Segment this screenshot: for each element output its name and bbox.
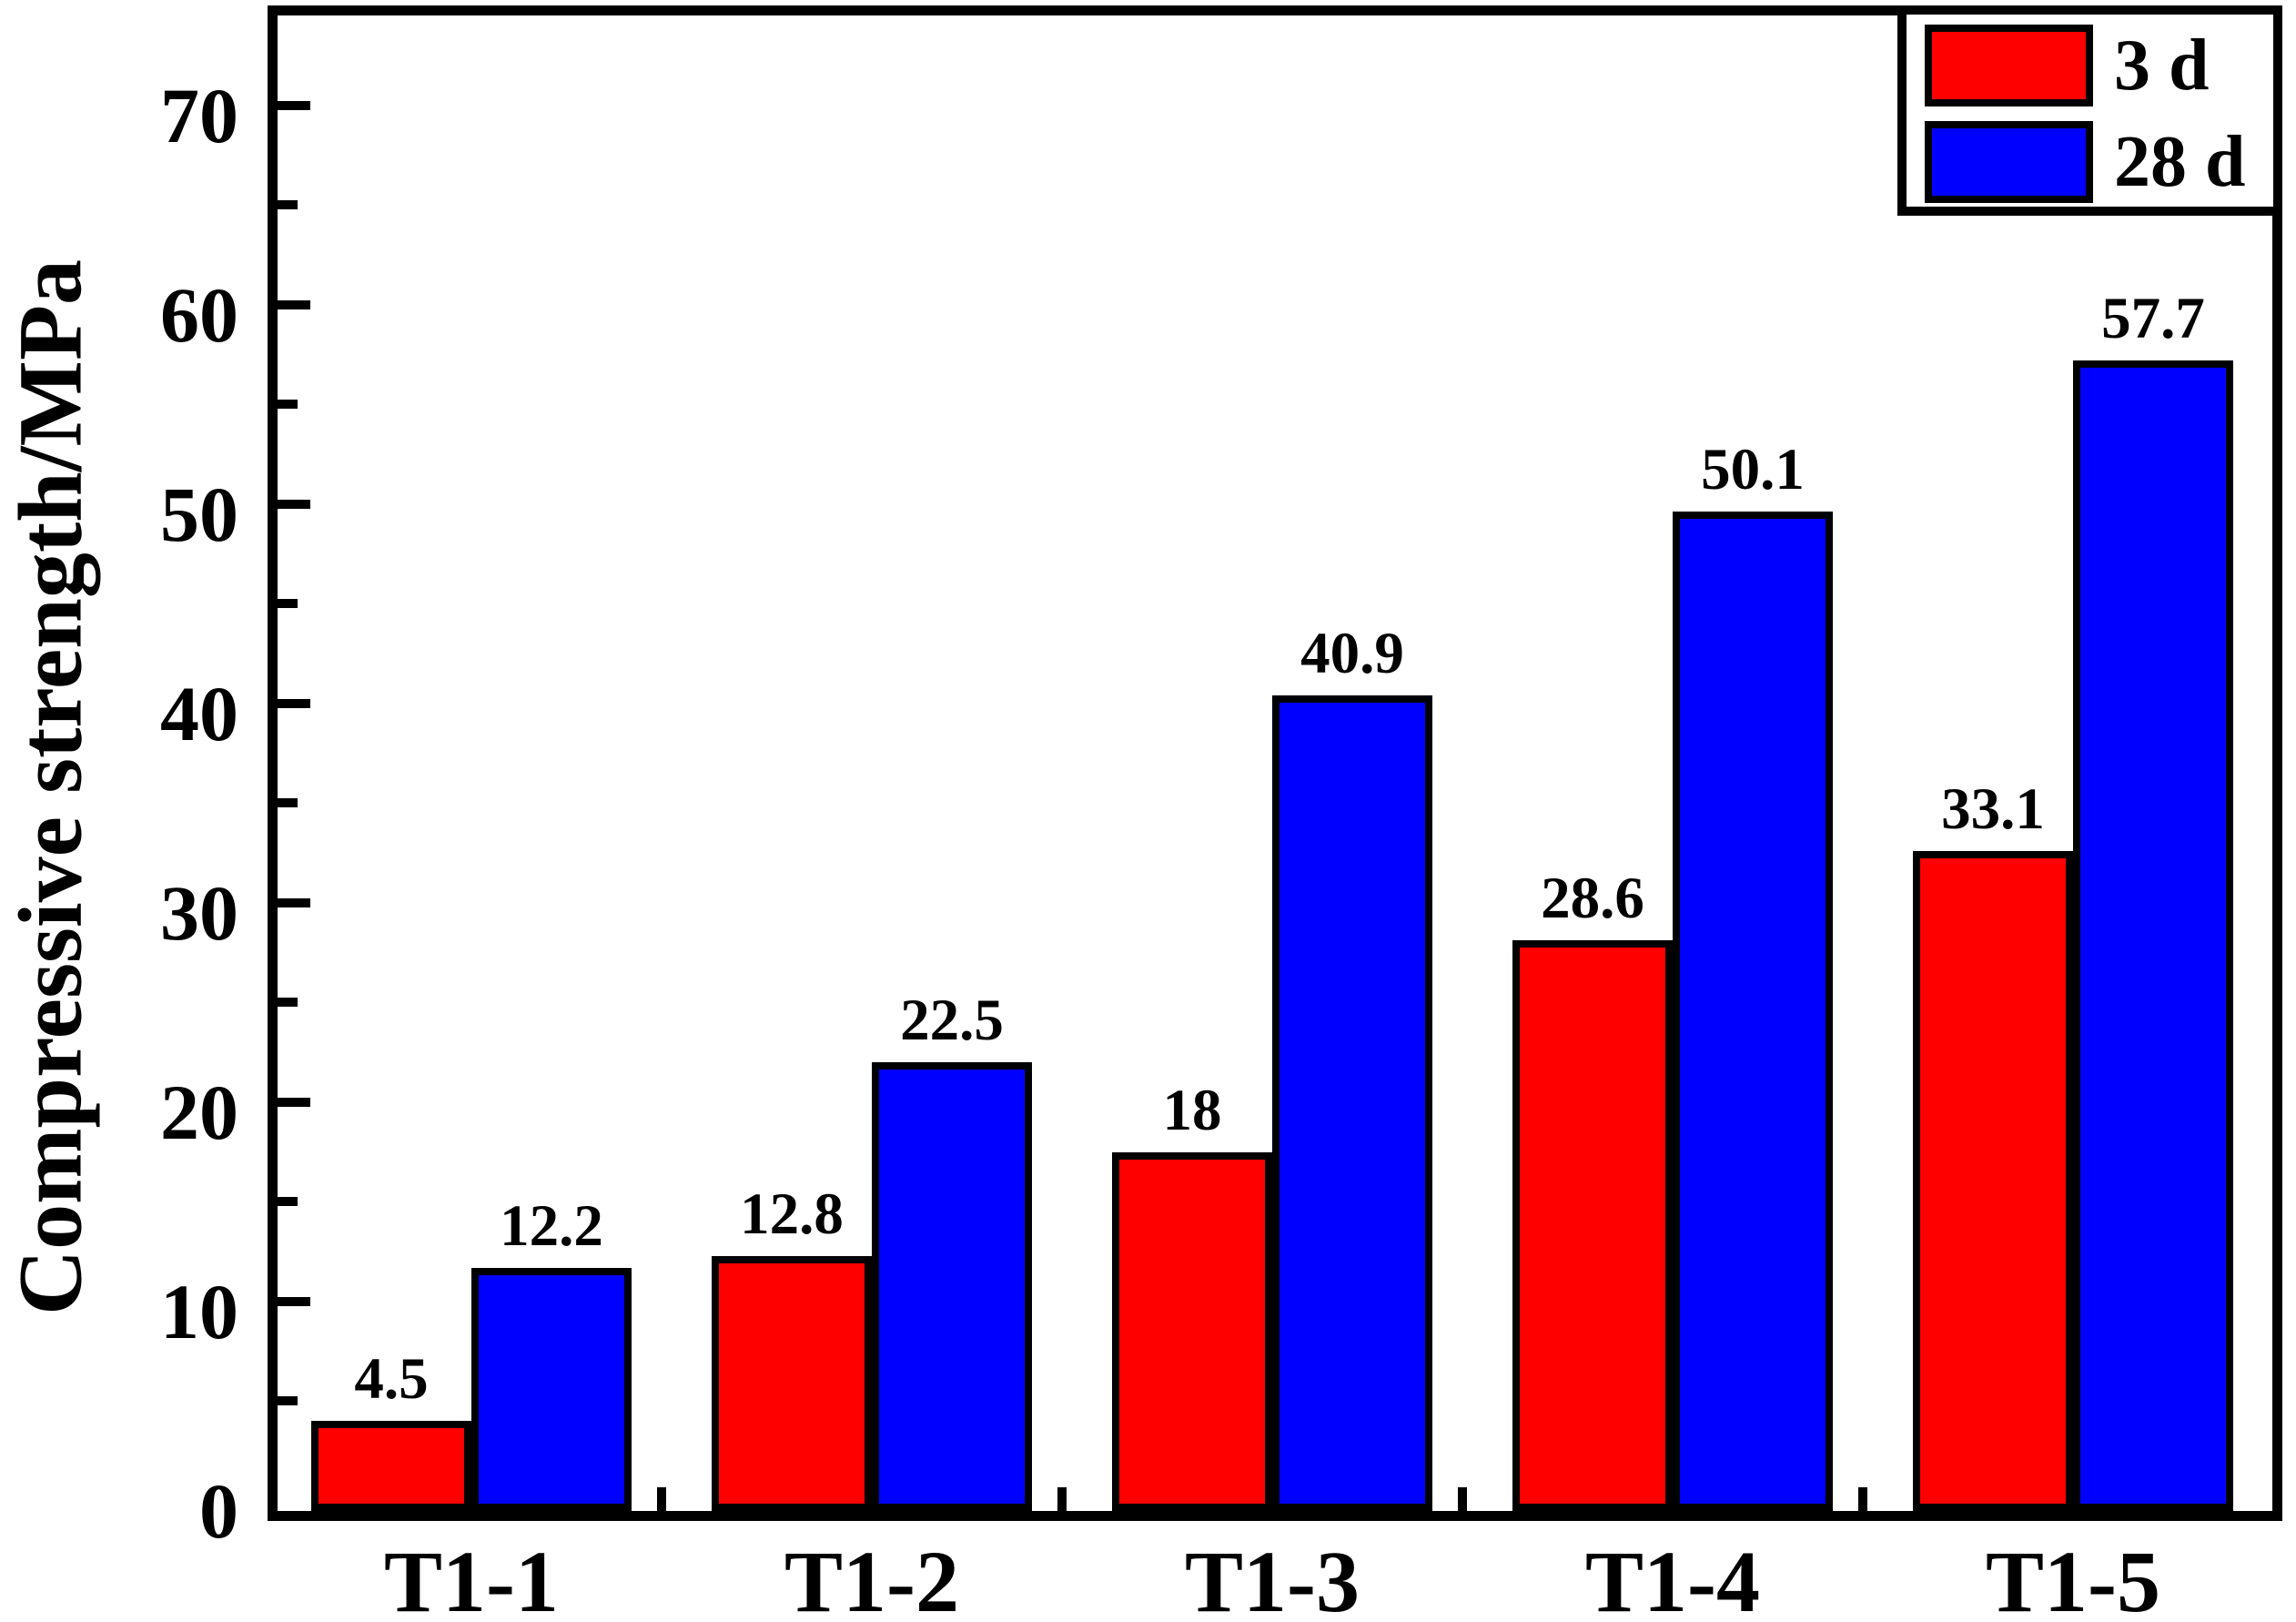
bar-28d-T1-2 (872, 1062, 1032, 1511)
y-tick-label-60: 60 (160, 270, 238, 359)
y-major-tick-10 (278, 1296, 310, 1306)
y-minor-tick-35 (278, 798, 298, 808)
y-minor-tick-5 (278, 1396, 298, 1406)
bar-value-label-3d-T1-4: 28.6 (1541, 865, 1644, 931)
legend-swatch-28d-icon (1925, 121, 2093, 203)
bar-3d-T1-4 (1512, 940, 1673, 1511)
bar-28d-T1-4 (1673, 512, 1833, 1511)
y-major-tick-50 (278, 499, 310, 509)
bar-value-label-28d-T1-2: 22.5 (900, 987, 1004, 1053)
x-tick-label-T1-2: T1-2 (784, 1533, 959, 1622)
x-divider-tick-1 (657, 1487, 666, 1511)
bar-value-label-28d-T1-3: 40.9 (1300, 620, 1404, 686)
y-tick-label-40: 40 (160, 669, 238, 757)
bar-28d-T1-1 (471, 1268, 632, 1511)
x-divider-tick-2 (1057, 1487, 1067, 1511)
bar-3d-T1-5 (1913, 851, 2073, 1511)
y-tick-label-30: 30 (160, 868, 238, 957)
y-tick-label-70: 70 (160, 71, 238, 159)
y-major-tick-20 (278, 1097, 310, 1107)
bar-value-label-28d-T1-4: 50.1 (1701, 436, 1805, 502)
bar-28d-T1-5 (2073, 360, 2233, 1511)
y-major-tick-40 (278, 698, 310, 708)
bar-value-label-3d-T1-5: 33.1 (1941, 776, 2045, 842)
bar-28d-T1-3 (1272, 695, 1432, 1511)
bar-value-label-28d-T1-5: 57.7 (2101, 285, 2205, 351)
bar-3d-T1-3 (1112, 1152, 1272, 1511)
bar-3d-T1-1 (311, 1421, 471, 1511)
x-divider-tick-3 (1458, 1487, 1467, 1511)
y-minor-tick-25 (278, 998, 298, 1008)
x-tick-label-T1-5: T1-5 (1986, 1533, 2160, 1622)
bar-value-label-3d-T1-1: 4.5 (354, 1345, 429, 1412)
y-tick-label-10: 10 (160, 1267, 238, 1355)
bar-3d-T1-2 (712, 1256, 872, 1511)
y-axis-label: Compressive strength/MPa (0, 259, 101, 1316)
y-tick-label-0: 0 (199, 1467, 238, 1555)
x-tick-label-T1-4: T1-4 (1585, 1533, 1760, 1622)
legend: 3 d 28 d (1897, 5, 2282, 216)
y-minor-tick-15 (278, 1197, 298, 1207)
y-major-tick-70 (278, 100, 310, 110)
x-tick-label-T1-1: T1-1 (384, 1533, 559, 1622)
x-divider-tick-4 (1858, 1487, 1867, 1511)
y-tick-label-50: 50 (160, 470, 238, 558)
legend-label-3d: 3 d (2114, 25, 2210, 106)
x-tick-label-T1-3: T1-3 (1185, 1533, 1360, 1622)
y-tick-label-20: 20 (160, 1068, 238, 1156)
y-minor-tick-45 (278, 599, 298, 609)
y-minor-tick-65 (278, 200, 298, 210)
legend-swatch-3d-icon (1925, 25, 2093, 106)
y-major-tick-30 (278, 897, 310, 907)
plot-area: 4.5 12.8 18 28.6 33.1 12.2 22.5 40.9 50.1 57.7 (268, 5, 2282, 1521)
y-major-tick-60 (278, 299, 310, 309)
y-minor-tick-55 (278, 400, 298, 410)
bar-value-label-28d-T1-1: 12.2 (500, 1192, 603, 1259)
legend-label-28d: 28 d (2114, 122, 2246, 202)
bar-value-label-3d-T1-2: 12.8 (740, 1181, 844, 1247)
bar-value-label-3d-T1-3: 18 (1162, 1077, 1222, 1143)
